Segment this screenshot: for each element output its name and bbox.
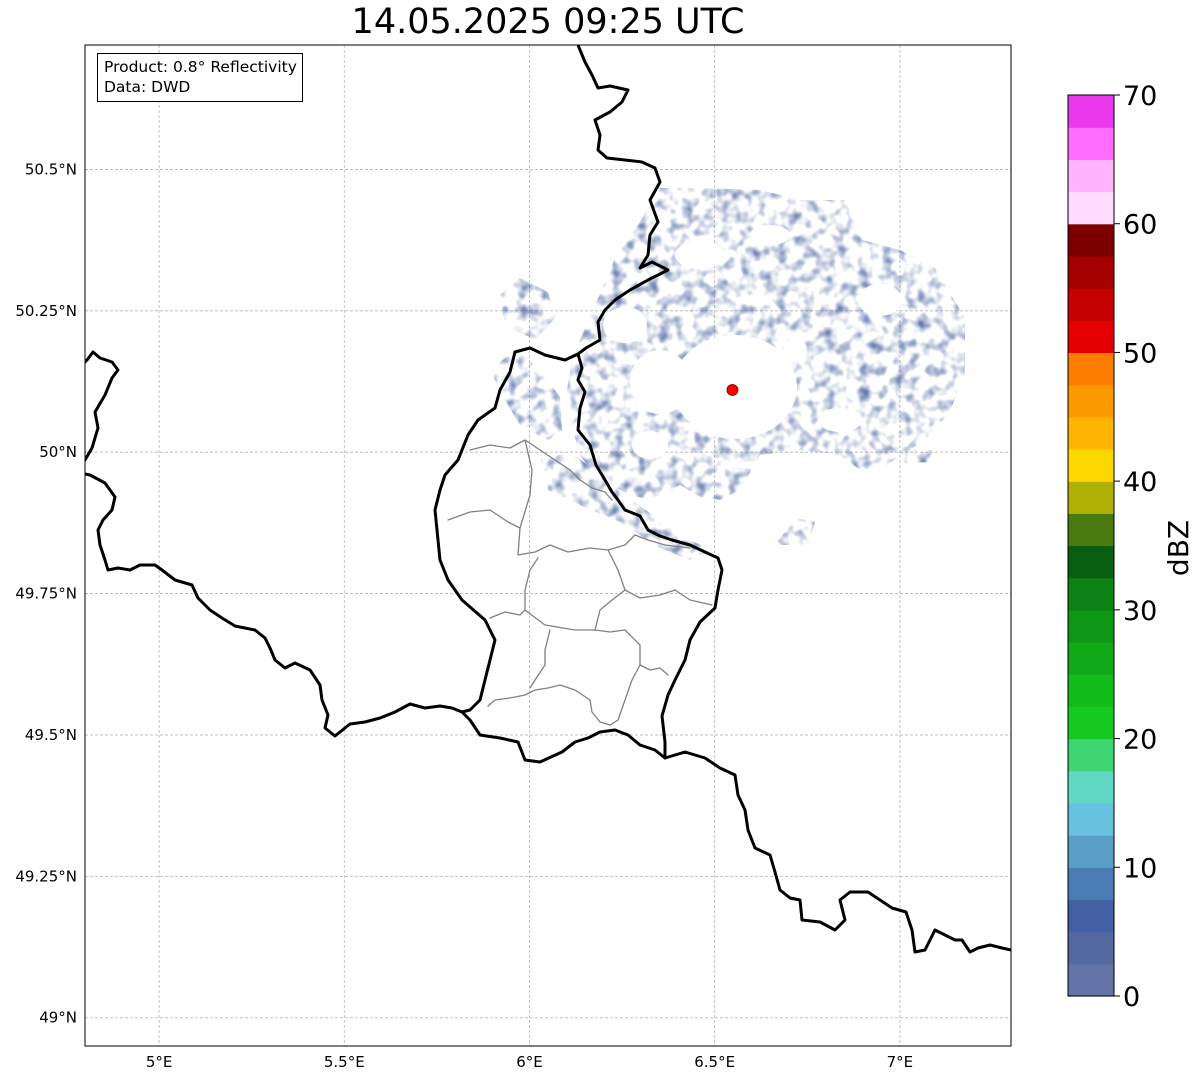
district-borders (447, 439, 713, 726)
colorbar-bin (1068, 867, 1114, 901)
colorbar-bin (1068, 931, 1114, 965)
colorbar-bin (1068, 223, 1114, 257)
lat-tick-label: 49.25°N (15, 867, 77, 885)
colorbar-tick-label: 70 (1123, 81, 1157, 112)
lon-tick-label: 6.5°E (694, 1053, 735, 1071)
colorbar-bin (1068, 159, 1114, 193)
lon-tick-label: 6°E (516, 1053, 543, 1071)
radar-site-marker (726, 384, 739, 396)
lat-tick-label: 49°N (39, 1009, 77, 1027)
radar-echo-east (900, 450, 932, 463)
lat-tick-label: 49.5°N (25, 726, 77, 744)
colorbar-bin (1068, 802, 1114, 836)
colorbar-label: dBZ (1162, 520, 1195, 576)
country-border-south (663, 750, 1011, 954)
colorbar-tick-label: 10 (1123, 853, 1157, 884)
colorbar-bin (1068, 288, 1114, 321)
colorbar-bin (1068, 255, 1114, 289)
colorbar-bin (1068, 770, 1114, 804)
colorbar-bin (1068, 642, 1114, 675)
colorbar-tick-label: 20 (1123, 725, 1157, 756)
colorbar-bin (1068, 127, 1114, 160)
country-border-belgium-northwest (85, 350, 120, 462)
colorbar-tick-label: 0 (1123, 982, 1140, 1013)
lat-tick-label: 50.25°N (15, 302, 77, 320)
lon-tick-label: 7°E (887, 1053, 914, 1071)
colorbar-bin (1068, 191, 1114, 225)
colorbar-bin (1068, 320, 1114, 354)
map-title: 14.05.2025 09:25 UTC (351, 2, 745, 42)
radar-echo-west (490, 350, 562, 440)
product-info-box: Product: 0.8° Reflectivity Data: DWD (97, 53, 303, 102)
colorbar-bin (1068, 513, 1114, 547)
colorbar-bin (1068, 899, 1114, 933)
colorbar-bin (1068, 835, 1114, 868)
axis-ticks: 5°E 5.5°E 6°E 6.5°E 7°E 49°N 49.25°N 49.5°N 49.7… (15, 160, 913, 1071)
lon-tick-label: 5°E (146, 1053, 173, 1071)
country-border-france-south (85, 472, 667, 764)
lat-tick-label: 50°N (39, 443, 77, 461)
colorbar-bin (1068, 706, 1114, 740)
colorbar-bin (1068, 674, 1114, 707)
radar-echo-northwest (500, 278, 555, 340)
map-frame (84, 44, 1012, 1047)
colorbar-bin (1068, 545, 1114, 579)
colorbar-tick-label: 60 (1123, 210, 1157, 241)
borders (85, 45, 1011, 954)
colorbar: 0 10 20 30 40 50 60 70 dBZ (1067, 81, 1195, 1013)
colorbar-bin (1068, 352, 1114, 386)
colorbar-bin (1068, 448, 1114, 482)
colorbar-tick-label: 50 (1123, 338, 1157, 369)
colorbar-bin (1068, 738, 1114, 772)
data-source-label: Data: DWD (104, 78, 191, 96)
colorbar-bin (1068, 95, 1114, 128)
product-label: Product: 0.8° Reflectivity (104, 58, 297, 76)
colorbar-bin (1068, 384, 1114, 418)
radar-echoes (490, 188, 965, 560)
country-border-luxembourg-west (433, 346, 580, 714)
colorbar-tick-label: 30 (1123, 596, 1157, 627)
colorbar-bin (1068, 963, 1114, 997)
colorbar-frame (1067, 94, 1115, 997)
lon-tick-label: 5.5°E (324, 1053, 365, 1071)
lat-tick-label: 49.75°N (15, 585, 77, 603)
country-border-germany-west (576, 45, 724, 760)
radar-echo-southeast (775, 518, 815, 545)
radar-clutter-clear-zone (603, 225, 902, 459)
colorbar-bin (1068, 416, 1114, 450)
colorbar-tick-label: 40 (1123, 467, 1157, 498)
colorbar-bin (1068, 609, 1114, 643)
colorbar-bin (1068, 577, 1114, 611)
lat-tick-label: 50.5°N (25, 160, 77, 178)
colorbar-bin (1068, 481, 1114, 514)
